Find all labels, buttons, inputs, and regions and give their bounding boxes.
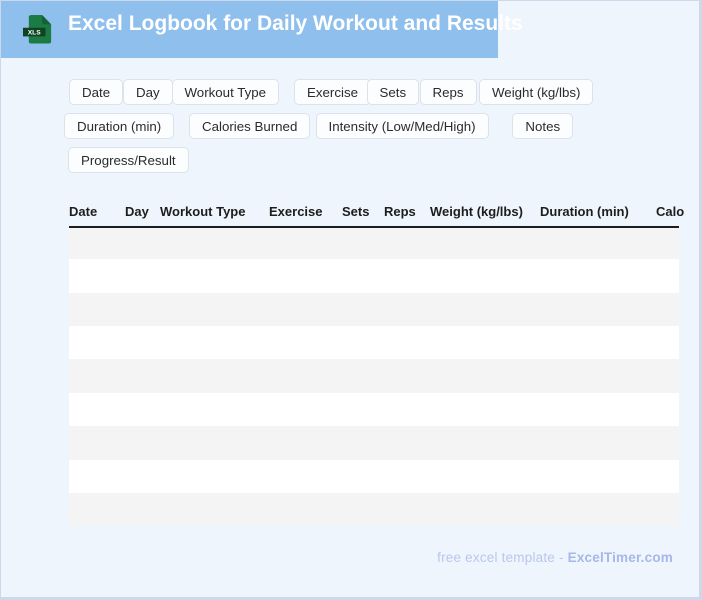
svg-text:XLS: XLS (28, 29, 41, 36)
